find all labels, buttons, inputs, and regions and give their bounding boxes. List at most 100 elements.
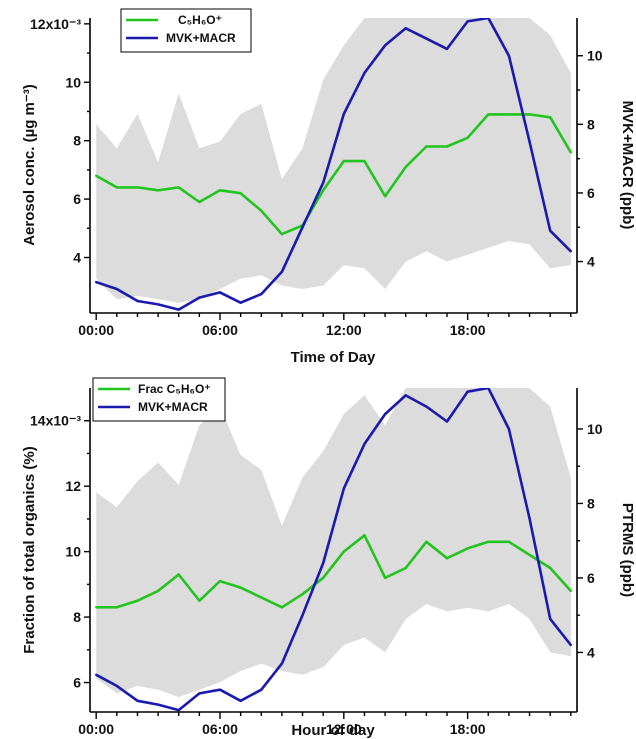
series-1-point xyxy=(342,159,345,163)
x-axis-title: Hour of day xyxy=(291,722,375,739)
x-tick-label: 12:00 xyxy=(326,322,362,338)
series-1-point xyxy=(445,557,449,560)
series-2-point xyxy=(95,280,98,284)
series-2-point xyxy=(239,699,242,702)
series-1-point xyxy=(507,540,511,543)
series-2-point xyxy=(280,270,284,273)
series-2-point xyxy=(115,684,119,688)
y-axis-title-left: Aerosol conc. (µg m⁻³) xyxy=(21,84,38,246)
series-2-point xyxy=(404,394,407,397)
y-tick-label-left: 12x10⁻³ xyxy=(30,16,81,32)
series-1-point xyxy=(466,136,469,139)
y-axis-title-right: PTRMS (ppb) xyxy=(619,503,636,597)
series-2-point xyxy=(136,299,139,303)
series-1-point xyxy=(507,113,511,116)
series-2-point xyxy=(177,308,180,311)
series-1-point xyxy=(156,189,160,192)
series-2-point xyxy=(507,54,511,57)
y-tick-label-left: 10 xyxy=(65,74,81,90)
y-tick-label-left: 12 xyxy=(65,478,81,494)
series-2-point xyxy=(383,412,387,416)
series-1-point xyxy=(549,566,552,570)
series-1-point xyxy=(322,189,325,192)
series-1-point xyxy=(487,540,490,543)
x-tick-label: 06:00 xyxy=(202,322,238,338)
series-2-point xyxy=(239,301,242,304)
series-1-point xyxy=(218,189,222,192)
y-tick-label-right: 6 xyxy=(587,570,595,586)
series-1-point xyxy=(198,599,201,602)
series-1-point xyxy=(136,599,139,602)
legend-label-series-2: MVK+MACR xyxy=(138,400,208,414)
series-1-point xyxy=(115,606,119,609)
series-2-point xyxy=(487,18,490,20)
ticks-layer: 00:00 06:00 12:00 18:00 6 8 10 12 14x10⁻³ 4 6 8 10 xyxy=(30,413,603,737)
chart-aerosol-conc: 00:00 06:00 12:00 18:00 4 6 8 10 12x10⁻³ 4 6 8 10 Ti… xyxy=(21,8,636,366)
series-2-point xyxy=(549,229,552,232)
y-tick-label-left: 6 xyxy=(73,191,81,207)
series-1-point xyxy=(115,186,119,189)
series-1-point xyxy=(466,547,469,550)
series-2-point xyxy=(260,292,263,296)
series-2-point xyxy=(487,388,490,390)
series-2-point xyxy=(425,405,428,408)
series-line-1 xyxy=(95,113,572,236)
y-tick-label-right: 10 xyxy=(587,421,603,437)
series-2-point xyxy=(156,703,160,706)
series-1-point xyxy=(198,200,201,204)
legend-label-series-1: C₅H₆O⁺ xyxy=(178,13,222,27)
series-1-point xyxy=(487,113,490,116)
y-tick-label-right: 4 xyxy=(587,254,595,270)
series-1-point xyxy=(177,186,180,189)
series-line-2 xyxy=(95,388,572,712)
series-1-point xyxy=(383,195,387,198)
series-line-2 xyxy=(95,18,572,311)
y-tick-label-left: 6 xyxy=(73,675,81,691)
band-layer xyxy=(96,18,571,303)
series-1-point xyxy=(260,596,263,599)
y-tick-label-right: 8 xyxy=(587,495,595,511)
y-tick-label-right: 10 xyxy=(587,48,603,64)
range-band xyxy=(96,18,571,303)
series-layer xyxy=(95,388,572,712)
series-1-point xyxy=(528,113,531,116)
band-layer xyxy=(96,388,571,698)
series-1-point xyxy=(342,550,345,553)
x-axis-title: Time of Day xyxy=(291,349,376,366)
series-2-point xyxy=(528,517,531,520)
series-1-point xyxy=(239,192,242,195)
series-1-point xyxy=(569,151,572,154)
x-tick-label: 00:00 xyxy=(78,721,114,737)
y-tick-label-right: 6 xyxy=(587,185,595,201)
series-1-point xyxy=(239,586,242,589)
series-1-point xyxy=(260,209,263,212)
series-1-point xyxy=(301,593,304,596)
series-2-point xyxy=(363,442,366,446)
y-tick-label-left: 8 xyxy=(73,133,81,149)
series-2-point xyxy=(342,112,345,116)
y-axis-title-right: MVK+MACR (ppb) xyxy=(619,101,636,230)
legend-label-series-1: Frac C₅H₆O⁺ xyxy=(138,382,211,396)
series-2-point xyxy=(569,643,572,647)
series-2-point xyxy=(95,673,98,676)
y-tick-label-right: 4 xyxy=(587,644,595,660)
series-2-point xyxy=(136,699,139,702)
chart-fraction-total-organics: 00:00 06:00 12:00 18:00 6 8 10 12 14x10⁻³ 4 6 8 10 H… xyxy=(21,377,636,739)
series-1-point xyxy=(383,576,387,579)
legend: Frac C₅H₆O⁺ MVK+MACR xyxy=(92,377,226,422)
x-tick-label: 18:00 xyxy=(450,721,486,737)
series-2-point xyxy=(218,291,222,294)
series-2-point xyxy=(322,181,325,184)
series-1-point xyxy=(404,566,407,570)
series-1-point xyxy=(425,540,428,543)
series-2-point xyxy=(445,420,449,423)
y-tick-label-left: 10 xyxy=(65,544,81,560)
series-1-point xyxy=(363,159,366,163)
series-2-point xyxy=(301,614,304,617)
y-tick-label-left: 4 xyxy=(73,250,81,266)
legend-box xyxy=(92,377,226,422)
series-1-point xyxy=(404,165,407,169)
series-2-point xyxy=(466,20,469,23)
series-1-point xyxy=(363,534,366,537)
